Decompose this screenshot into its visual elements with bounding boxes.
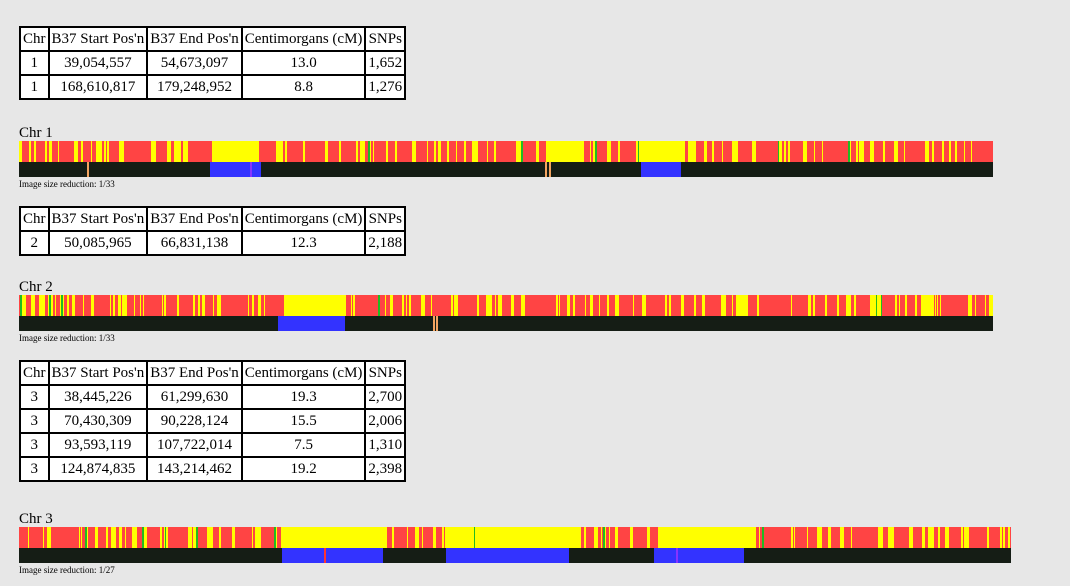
column-header: B37 End Pos'n (146, 26, 243, 52)
matching-segment (278, 316, 345, 331)
table-cell: 54,673,097 (146, 50, 243, 76)
table-cell: 3 (19, 456, 50, 482)
table-cell: 15.5 (240, 408, 367, 434)
marker-line (436, 316, 438, 331)
image-size-caption: Image size reduction: 1/27 (19, 565, 115, 575)
table-cell: 179,248,952 (146, 74, 243, 100)
table-cell: 2,188 (364, 230, 407, 256)
column-header: B37 Start Pos'n (47, 26, 149, 52)
table-row: 3 70,430,309 90,228,124 15.5 2,006 (19, 408, 407, 434)
table-header-row: Chr B37 Start Pos'n B37 End Pos'n Centimorg… (19, 26, 407, 52)
table-row: 3 38,445,226 61,299,630 19.3 2,700 (19, 384, 407, 410)
table-cell: 2,006 (364, 408, 407, 434)
column-header: B37 Start Pos'n (47, 360, 149, 386)
column-header: B37 End Pos'n (146, 206, 243, 232)
table-header-row: Chr B37 Start Pos'n B37 End Pos'n Centimorg… (19, 206, 407, 232)
table-cell: 168,610,817 (47, 74, 149, 100)
table-cell: 38,445,226 (47, 384, 149, 410)
marker-line (250, 162, 252, 177)
table-row: 1 168,610,817 179,248,952 8.8 1,276 (19, 74, 407, 100)
column-header: SNPs (364, 26, 407, 52)
table-cell: 107,722,014 (146, 432, 243, 458)
matching-segment (446, 548, 569, 563)
marker-line (676, 548, 678, 563)
match-bar (19, 316, 993, 331)
table-cell: 1,652 (364, 50, 407, 76)
segment-table: Chr B37 Start Pos'n B37 End Pos'n Centimorg… (19, 360, 407, 482)
table-cell: 19.3 (240, 384, 367, 410)
table-cell: 3 (19, 408, 50, 434)
table-cell: 3 (19, 432, 50, 458)
match-bar (19, 548, 1011, 563)
table-cell: 8.8 (240, 74, 367, 100)
table-cell: 143,214,462 (146, 456, 243, 482)
match-bar (19, 162, 993, 177)
table-cell: 1,310 (364, 432, 407, 458)
chromosome-label: Chr 3 (19, 511, 53, 527)
segment-table: Chr B37 Start Pos'n B37 End Pos'n Centimorg… (19, 206, 407, 256)
marker-line (433, 316, 435, 331)
segment-table: Chr B37 Start Pos'n B37 End Pos'n Centimorg… (19, 26, 407, 100)
image-size-caption: Image size reduction: 1/33 (19, 179, 115, 189)
matching-segment (654, 548, 744, 563)
table-cell: 7.5 (240, 432, 367, 458)
table-cell: 2,700 (364, 384, 407, 410)
column-header: SNPs (364, 206, 407, 232)
chromosome-label: Chr 2 (19, 279, 53, 295)
marker-line (324, 548, 326, 563)
table-cell: 39,054,557 (47, 50, 149, 76)
column-header: SNPs (364, 360, 407, 386)
table-cell: 2 (19, 230, 50, 256)
table-cell: 1 (19, 74, 50, 100)
column-header: Centimorgans (cM) (240, 26, 367, 52)
chromosome-label: Chr 1 (19, 125, 53, 141)
table-cell: 1 (19, 50, 50, 76)
table-cell: 13.0 (240, 50, 367, 76)
table-header-row: Chr B37 Start Pos'n B37 End Pos'n Centimorg… (19, 360, 407, 386)
table-cell: 50,085,965 (47, 230, 149, 256)
genotype-stripe-bar (19, 141, 993, 162)
matching-segment (282, 548, 383, 563)
column-header: B37 Start Pos'n (47, 206, 149, 232)
column-header: Centimorgans (cM) (240, 206, 367, 232)
table-cell: 2,398 (364, 456, 407, 482)
column-header: Chr (19, 206, 50, 232)
table-cell: 93,593,119 (47, 432, 149, 458)
table-cell: 70,430,309 (47, 408, 149, 434)
table-cell: 1,276 (364, 74, 407, 100)
table-row: 3 124,874,835 143,214,462 19.2 2,398 (19, 456, 407, 482)
column-header: B37 End Pos'n (146, 360, 243, 386)
table-row: 3 93,593,119 107,722,014 7.5 1,310 (19, 432, 407, 458)
table-cell: 90,228,124 (146, 408, 243, 434)
marker-line (87, 162, 89, 177)
genotype-stripe-bar (19, 527, 1011, 548)
column-header: Centimorgans (cM) (240, 360, 367, 386)
table-row: 1 39,054,557 54,673,097 13.0 1,652 (19, 50, 407, 76)
table-row: 2 50,085,965 66,831,138 12.3 2,188 (19, 230, 407, 256)
matching-segment (210, 162, 261, 177)
column-header: Chr (19, 26, 50, 52)
matching-segment (641, 162, 681, 177)
genotype-stripe-bar (19, 295, 993, 316)
table-cell: 19.2 (240, 456, 367, 482)
table-cell: 124,874,835 (47, 456, 149, 482)
table-cell: 66,831,138 (146, 230, 243, 256)
image-size-caption: Image size reduction: 1/33 (19, 333, 115, 343)
table-cell: 61,299,630 (146, 384, 243, 410)
table-cell: 12.3 (240, 230, 367, 256)
column-header: Chr (19, 360, 50, 386)
marker-line (545, 162, 547, 177)
marker-line (549, 162, 551, 177)
table-cell: 3 (19, 384, 50, 410)
